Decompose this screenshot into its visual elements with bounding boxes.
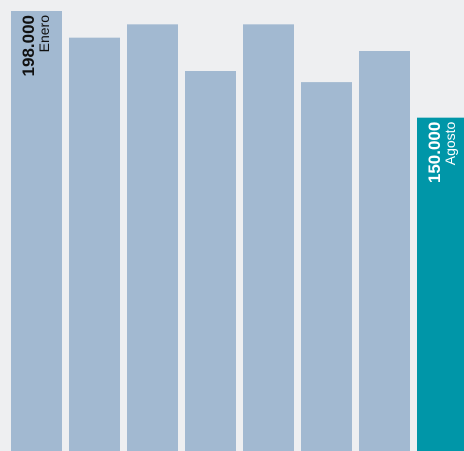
category-label: Agosto: [442, 121, 458, 165]
bar-7: [359, 51, 410, 451]
bar-3: [127, 24, 178, 451]
bar-4: [185, 71, 236, 451]
bar-2: [69, 37, 120, 451]
bar-1: [11, 11, 62, 451]
value-label: 198.000: [19, 15, 38, 76]
bar-6: [301, 82, 352, 451]
bar-5: [243, 24, 294, 451]
bar-8: [417, 117, 464, 451]
bars-group: [11, 11, 464, 451]
value-label: 150.000: [425, 122, 444, 183]
category-label: Enero: [36, 15, 52, 53]
